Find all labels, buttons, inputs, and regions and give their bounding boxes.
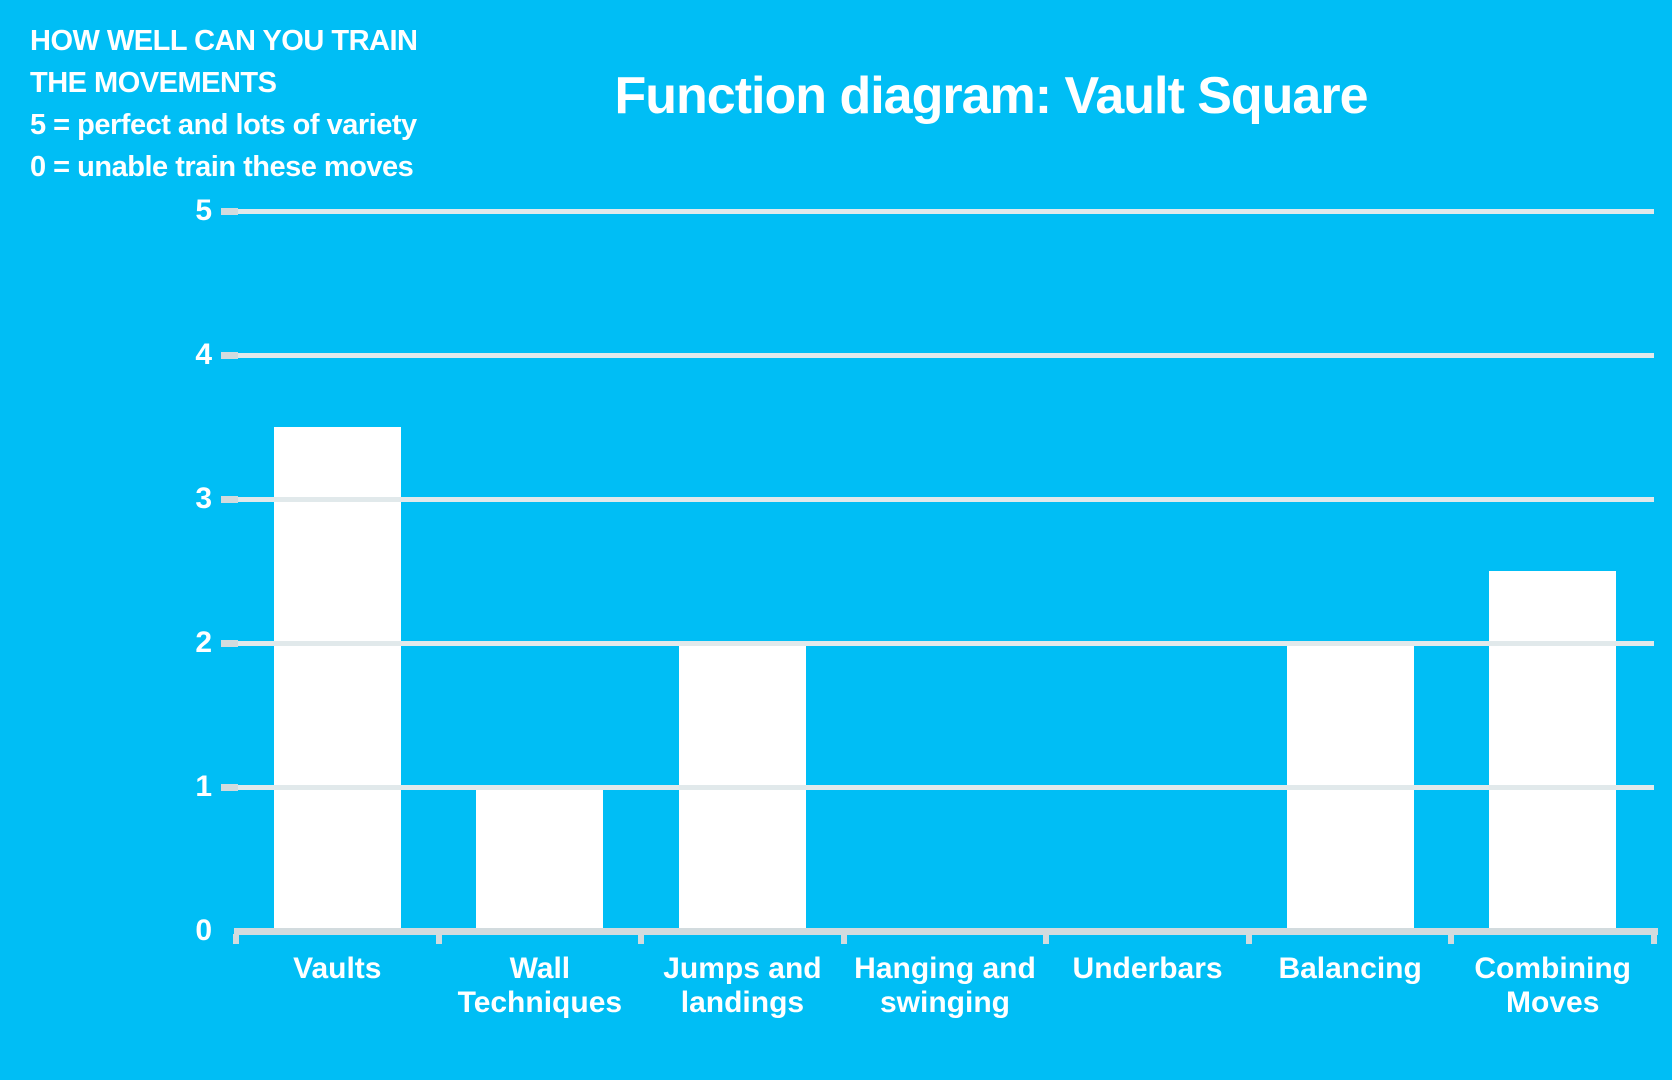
x-label-line: Underbars bbox=[1072, 952, 1223, 985]
y-tick-label-4: 4 bbox=[195, 338, 212, 371]
chart-note-line-2: THE MOVEMENTS bbox=[30, 67, 277, 99]
x-label-balancing: Balancing bbox=[1249, 952, 1452, 986]
x-axis-tick-6 bbox=[1448, 934, 1455, 944]
x-label-line: Wall bbox=[509, 952, 571, 985]
x-axis-tick-1 bbox=[435, 934, 442, 944]
x-label-jumps-and-landings: Jumps and landings bbox=[641, 952, 844, 1020]
y-axis-tick-5 bbox=[221, 208, 238, 215]
x-label-combining-moves: Combining Moves bbox=[1451, 952, 1654, 1020]
x-label-line: Vaults bbox=[293, 952, 382, 985]
x-label-line: Techniques bbox=[457, 986, 623, 1019]
gridline-2 bbox=[236, 641, 1654, 646]
y-tick-label-1: 1 bbox=[195, 770, 212, 803]
y-tick-label-3: 3 bbox=[195, 482, 212, 515]
y-axis-tick-1 bbox=[221, 784, 238, 791]
y-tick-label-0: 0 bbox=[195, 914, 212, 947]
x-label-line: Combining bbox=[1474, 952, 1632, 985]
x-label-line: Moves bbox=[1506, 986, 1600, 1019]
gridline-4 bbox=[236, 353, 1654, 358]
bar-combining-moves bbox=[1489, 571, 1617, 930]
chart-note-line-1: HOW WELL CAN YOU TRAIN bbox=[30, 25, 418, 57]
x-axis-tick-7 bbox=[1651, 934, 1657, 944]
x-label-line: swinging bbox=[879, 986, 1010, 1019]
chart-note: HOW WELL CAN YOU TRAIN THE MOVEMENTS 5 = p… bbox=[30, 20, 418, 188]
x-axis-tick-2 bbox=[638, 934, 645, 944]
x-label-vaults: Vaults bbox=[236, 952, 439, 986]
x-label-wall-techniques: Wall Techniques bbox=[439, 952, 642, 1020]
x-label-underbars: Underbars bbox=[1046, 952, 1249, 986]
x-label-line: landings bbox=[680, 986, 805, 1019]
gridline-1 bbox=[236, 785, 1654, 790]
gridline-3 bbox=[236, 497, 1654, 502]
bar-wall-techniques bbox=[476, 787, 604, 930]
x-axis-tick-3 bbox=[840, 934, 847, 944]
y-axis-tick-3 bbox=[221, 496, 238, 503]
chart-note-line-4: 0 = unable train these moves bbox=[30, 151, 414, 183]
bar-vaults bbox=[273, 427, 401, 930]
chart-title: Function diagram: Vault Square bbox=[614, 67, 1369, 125]
x-label-line: Hanging and bbox=[854, 952, 1036, 985]
chart-note-line-3: 5 = perfect and lots of variety bbox=[30, 109, 417, 141]
x-axis-tick-4 bbox=[1043, 934, 1050, 944]
y-tick-label-5: 5 bbox=[195, 194, 212, 227]
x-axis-tick-5 bbox=[1245, 934, 1252, 944]
y-axis-tick-4 bbox=[221, 352, 238, 359]
x-label-line: Balancing bbox=[1278, 952, 1422, 985]
y-tick-label-2: 2 bbox=[195, 626, 212, 659]
y-axis-tick-2 bbox=[221, 640, 238, 647]
x-label-hanging-and-swinging: Hanging and swinging bbox=[844, 952, 1047, 1020]
x-axis-tick-0 bbox=[233, 934, 239, 944]
x-label-line: Jumps and bbox=[663, 952, 822, 985]
gridline-5 bbox=[236, 209, 1654, 214]
x-axis-line bbox=[234, 928, 1658, 935]
